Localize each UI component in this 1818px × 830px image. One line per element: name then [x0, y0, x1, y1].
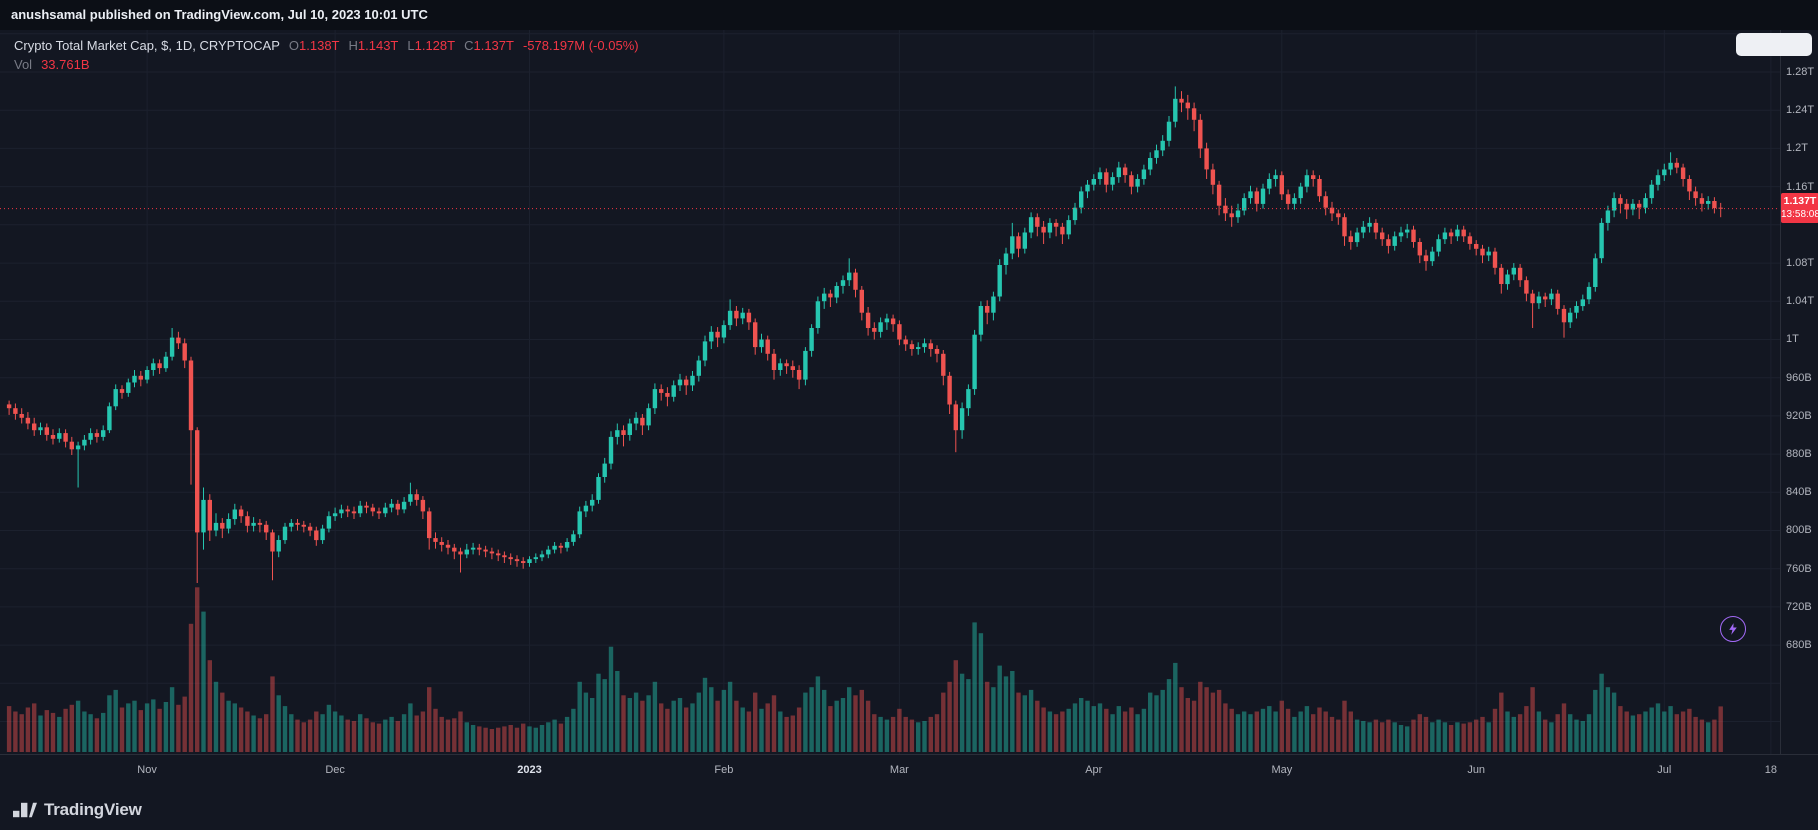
time-tick: Feb [714, 764, 734, 776]
price-tick: 880B [1786, 448, 1812, 461]
tradingview-wordmark[interactable]: TradingView [44, 800, 142, 819]
volume-label[interactable]: Vol [14, 57, 33, 72]
price-tick: 1.28T [1786, 66, 1815, 79]
footer-bar: TradingView [0, 790, 1818, 830]
publish-info-text: anushsamal published on TradingView.com,… [11, 7, 428, 22]
price-tick: 1.2T [1786, 142, 1809, 155]
time-tick: 2023 [517, 764, 542, 776]
price-tick: 1T [1786, 333, 1799, 346]
flash-button[interactable] [1720, 616, 1746, 642]
time-tick: Jun [1467, 764, 1486, 776]
ohlc-low: L1.128T [407, 38, 456, 53]
gridlines [0, 30, 1780, 754]
ohlc-open: O1.138T [288, 38, 340, 53]
publish-info-bar: anushsamal published on TradingView.com,… [0, 0, 1818, 30]
price-tick: 680B [1786, 639, 1812, 652]
current-price-label: 1.137T 13:58:08 [1781, 192, 1818, 223]
price-axis[interactable]: 1.137T 13:58:08 1.28T 1.24T 1.2T 1.16T 1.08T… [1780, 30, 1818, 754]
tradingview-logo-icon[interactable] [13, 801, 37, 819]
change-value: -578.197M (-0.05%) [522, 38, 639, 53]
price-tick: 800B [1786, 524, 1812, 537]
price-tick: 1.04T [1786, 295, 1815, 308]
price-tick: 760B [1786, 562, 1812, 575]
price-tick: 720B [1786, 600, 1812, 613]
candles-series [6, 86, 1723, 583]
current-price-value: 1.137T [1783, 194, 1817, 207]
time-tick: Nov [137, 764, 157, 776]
time-tick: May [1271, 764, 1293, 776]
chart-legend: Crypto Total Market Cap, $, 1D, CRYPTOCA… [14, 36, 639, 74]
ohlc-high: H1.143T [348, 38, 399, 53]
time-axis[interactable]: Nov Dec 2023 Feb Mar Apr May Jun Jul 18 [0, 754, 1818, 791]
symbol-title[interactable]: Crypto Total Market Cap, $, 1D, CRYPTOCA… [14, 38, 280, 53]
time-tick: Mar [889, 764, 909, 776]
volume-series [6, 587, 1723, 753]
volume-value: 33.761B [41, 57, 90, 72]
lightning-icon [1729, 623, 1737, 635]
price-tick: 1.16T [1786, 180, 1815, 193]
price-tick: 840B [1786, 486, 1812, 499]
time-tick: Dec [325, 764, 345, 776]
price-tick: 920B [1786, 409, 1812, 422]
time-tick: Apr [1085, 764, 1103, 776]
time-tick: 18 [1764, 764, 1777, 776]
corner-widget[interactable] [1736, 33, 1812, 56]
bar-countdown: 13:58:08 [1781, 208, 1818, 220]
ohlc-close: C1.137T [464, 38, 514, 53]
price-tick: 960B [1786, 371, 1812, 384]
price-tick: 1.24T [1786, 104, 1815, 117]
time-tick: Jul [1657, 764, 1672, 776]
price-tick: 1.08T [1786, 257, 1815, 270]
